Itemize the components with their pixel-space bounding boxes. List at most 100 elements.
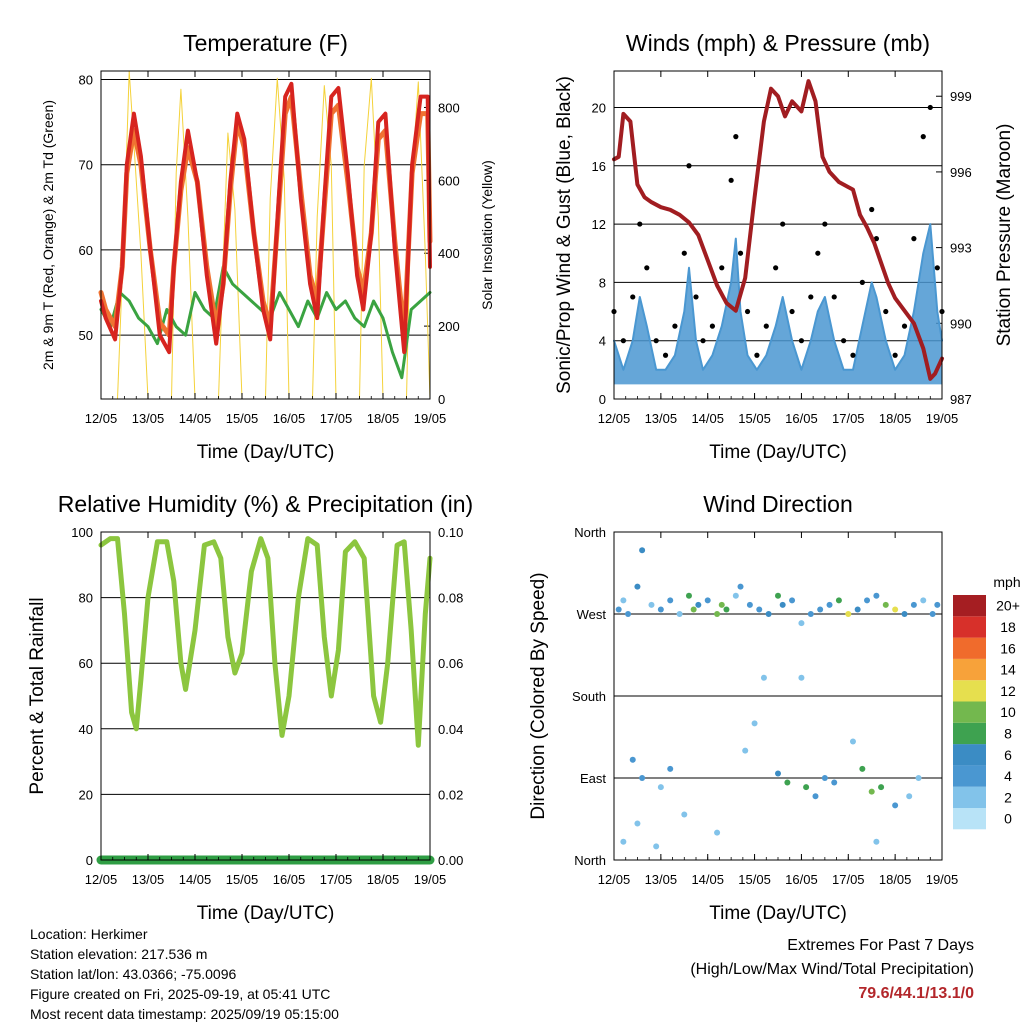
- winds-xtick-label: 17/05: [832, 411, 865, 426]
- temperature-xtick-label: 13/05: [132, 411, 165, 426]
- direction-point: [634, 820, 641, 827]
- winds-y2tick-label: 993: [950, 241, 972, 256]
- direction-point: [873, 838, 880, 845]
- winds-gust-point: [662, 352, 669, 358]
- speed-legend-label: 8: [1004, 725, 1012, 741]
- direction-point: [657, 784, 664, 791]
- winds-xtick-label: 18/05: [879, 411, 912, 426]
- direction-point: [798, 674, 805, 681]
- temperature-y2tick-label: 0: [438, 392, 445, 407]
- temperature-y2tick-label: 200: [438, 319, 460, 334]
- extremes-title: Extremes For Past 7 Days: [787, 937, 974, 954]
- direction-point: [742, 747, 749, 754]
- speed-legend-swatch: [953, 701, 986, 723]
- temperature-title: Temperature (F): [183, 30, 348, 56]
- winds-gust-point: [780, 221, 786, 227]
- temperature-xtick-label: 16/05: [273, 411, 306, 426]
- direction-point: [929, 611, 936, 617]
- direction-point: [868, 788, 875, 795]
- direction-point: [854, 606, 861, 613]
- direction-point: [625, 611, 632, 617]
- direction-point: [639, 547, 646, 554]
- winds-ytick-label: 0: [599, 392, 606, 407]
- humidity-xtick-label: 15/05: [226, 872, 259, 887]
- speed-legend-label: 6: [1004, 747, 1012, 763]
- humidity-ytick-label: 40: [79, 722, 93, 737]
- direction-point: [667, 597, 674, 604]
- temperature-y2label: Solar Insolation (Yellow): [479, 160, 495, 310]
- winds-gust-point: [934, 265, 940, 271]
- speed-legend-swatch: [953, 595, 986, 617]
- humidity-title: Relative Humidity (%) & Precipitation (i…: [58, 491, 473, 517]
- winds-y2tick-label: 999: [950, 89, 972, 104]
- speed-legend-swatch: [953, 616, 986, 638]
- wind_direction-xtick-label: 19/05: [926, 872, 959, 887]
- winds-gust-point: [630, 294, 636, 300]
- winds-gust-point: [744, 308, 751, 315]
- humidity-plot-border: [100, 531, 431, 861]
- temperature-ytick-label: 60: [79, 243, 93, 258]
- humidity-xlabel: Time (Day/UTC): [197, 903, 335, 924]
- winds-xtick-label: 16/05: [785, 411, 818, 426]
- winds-ytick-label: 16: [592, 159, 606, 174]
- direction-point: [864, 597, 871, 604]
- temperature-ylabel: 2m & 9m T (Red, Orange) & 2m Td (Green): [40, 100, 56, 370]
- winds-gust-point: [763, 323, 769, 329]
- speed-legend-swatch: [953, 808, 986, 830]
- winds-gust-point: [815, 250, 821, 256]
- direction-point: [653, 843, 660, 850]
- winds-xlabel: Time (Day/UTC): [709, 442, 847, 463]
- direction-ytick-label: South: [572, 689, 606, 704]
- winds-gust-point: [653, 338, 659, 344]
- winds-gust-point: [709, 323, 716, 329]
- wind_direction-xtick-label: 14/05: [691, 872, 724, 887]
- temperature-ytick-label: 80: [79, 73, 93, 88]
- recent-timestamp: Most recent data timestamp: 2025/09/19 0…: [30, 1006, 339, 1022]
- winds-plot-border: [613, 70, 943, 400]
- speed-legend-swatch: [953, 722, 986, 745]
- humidity-y2tick-label: 0.02: [438, 787, 463, 802]
- winds-title: Winds (mph) & Pressure (mb): [626, 30, 930, 56]
- winds-gust-point: [822, 221, 828, 227]
- wind_direction-plot-border: [613, 531, 943, 861]
- humidity-xtick-label: 16/05: [273, 872, 306, 887]
- winds-gust-point: [892, 352, 898, 358]
- direction-point: [835, 597, 842, 604]
- temperature-xtick-label: 19/05: [414, 411, 447, 426]
- direction-point: [756, 606, 763, 613]
- direction-point: [657, 606, 664, 613]
- winds-gust-point: [637, 221, 643, 227]
- direction-point: [798, 620, 805, 627]
- winds-xtick-label: 15/05: [738, 411, 771, 426]
- direction-point: [817, 606, 824, 613]
- humidity-ytick-label: 80: [79, 591, 93, 606]
- winds-y2label: Station Pressure (Maroon): [994, 124, 1015, 347]
- direction-point: [784, 779, 791, 786]
- winds-gust-point: [869, 206, 875, 213]
- direction-point: [746, 601, 753, 608]
- direction-point: [934, 601, 941, 608]
- winds-gust-point: [681, 250, 687, 256]
- figure-created: Figure created on Fri, 2025-09-19, at 05…: [30, 986, 331, 1002]
- temperature-y2tick-label: 800: [438, 100, 460, 115]
- humidity-ytick-label: 0: [86, 853, 93, 868]
- winds-gust-point: [883, 308, 889, 315]
- direction-point: [775, 592, 781, 599]
- direction-ytick-label: West: [577, 607, 607, 622]
- temperature-series-2m: [99, 81, 432, 355]
- direction-point: [620, 838, 627, 845]
- speed-legend-swatch: [953, 637, 986, 659]
- direction-point: [648, 601, 655, 608]
- direction-point: [892, 606, 899, 613]
- direction-point: [807, 611, 814, 617]
- humidity-y2tick-label: 0.06: [438, 656, 463, 671]
- direction-point: [751, 720, 758, 727]
- speed-legend-label: 4: [1004, 768, 1012, 784]
- humidity-xtick-label: 14/05: [179, 872, 212, 887]
- direction-point: [859, 765, 866, 772]
- winds-gust-point: [733, 134, 739, 140]
- direction-point: [882, 601, 889, 608]
- speed-legend-label: 18: [1000, 619, 1016, 635]
- winds-gust-point: [700, 338, 706, 344]
- winds-gust-point: [859, 279, 865, 285]
